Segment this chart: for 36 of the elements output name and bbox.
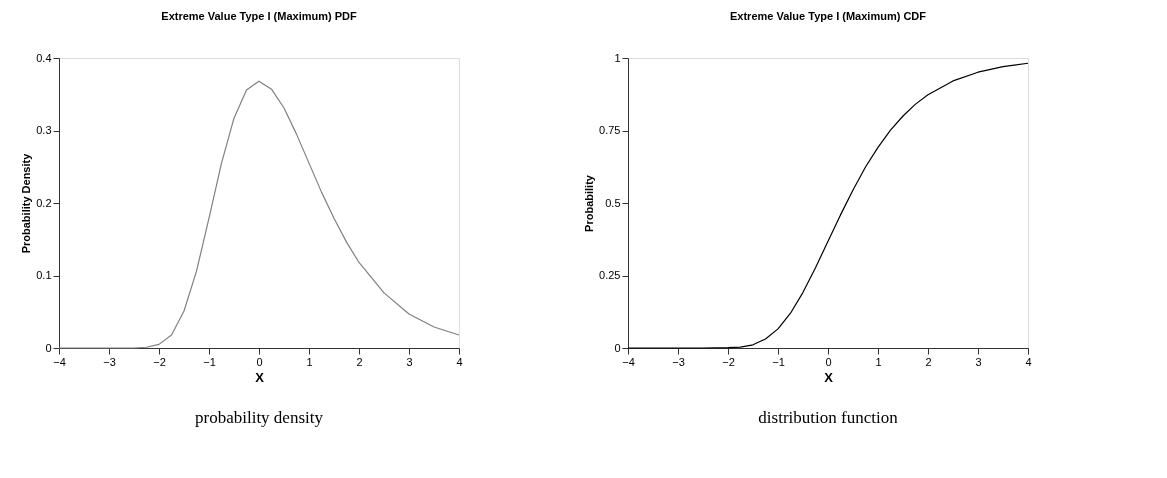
x-tick-label: −2: [722, 355, 735, 368]
chart-title: Extreme Value Type I (Maximum) CDF: [729, 10, 927, 22]
x-tick-label: −4: [622, 355, 635, 368]
x-tick-label: 2: [356, 355, 363, 368]
x-tick-label: −1: [772, 355, 785, 368]
x-tick-label: −4: [53, 355, 66, 368]
y-tick-label: 0: [45, 341, 52, 354]
x-tick-label: 3: [975, 355, 982, 368]
x-tick-label: 4: [1025, 355, 1032, 368]
x-tick-label: 0: [825, 355, 832, 368]
x-tick-label: 3: [406, 355, 413, 368]
x-tick-label: −3: [103, 355, 116, 368]
x-tick-label: 2: [925, 355, 932, 368]
y-tick-label: 0.75: [599, 124, 621, 136]
y-tick-label: 1: [614, 51, 621, 64]
y-tick-label: 0.1: [36, 269, 52, 281]
y-tick-label: 0.4: [36, 51, 52, 64]
x-tick-label: 4: [456, 355, 463, 368]
chart-title: Extreme Value Type I (Maximum) PDF: [161, 10, 357, 22]
x-tick-label: −1: [203, 355, 216, 368]
x-tick-label: 0: [256, 355, 263, 368]
y-axis-title: Probability: [583, 174, 596, 232]
y-axis-title: Probability Density: [20, 152, 33, 254]
text: probability density: [195, 408, 324, 427]
y-tick-label: 0.2: [36, 196, 52, 209]
x-tick-label: −3: [672, 355, 685, 368]
y-tick-label: 0.25: [599, 269, 621, 281]
x-axis-title: X: [824, 369, 834, 385]
x-tick-label: −2: [153, 355, 166, 368]
y-tick-label: 0: [614, 341, 621, 354]
x-axis-title: X: [255, 369, 265, 385]
x-tick-label: 1: [875, 355, 882, 368]
y-tick-label: 0.3: [36, 124, 52, 136]
text: distribution function: [758, 408, 899, 427]
y-tick-label: 0.5: [605, 196, 621, 209]
x-tick-label: 1: [306, 355, 313, 368]
